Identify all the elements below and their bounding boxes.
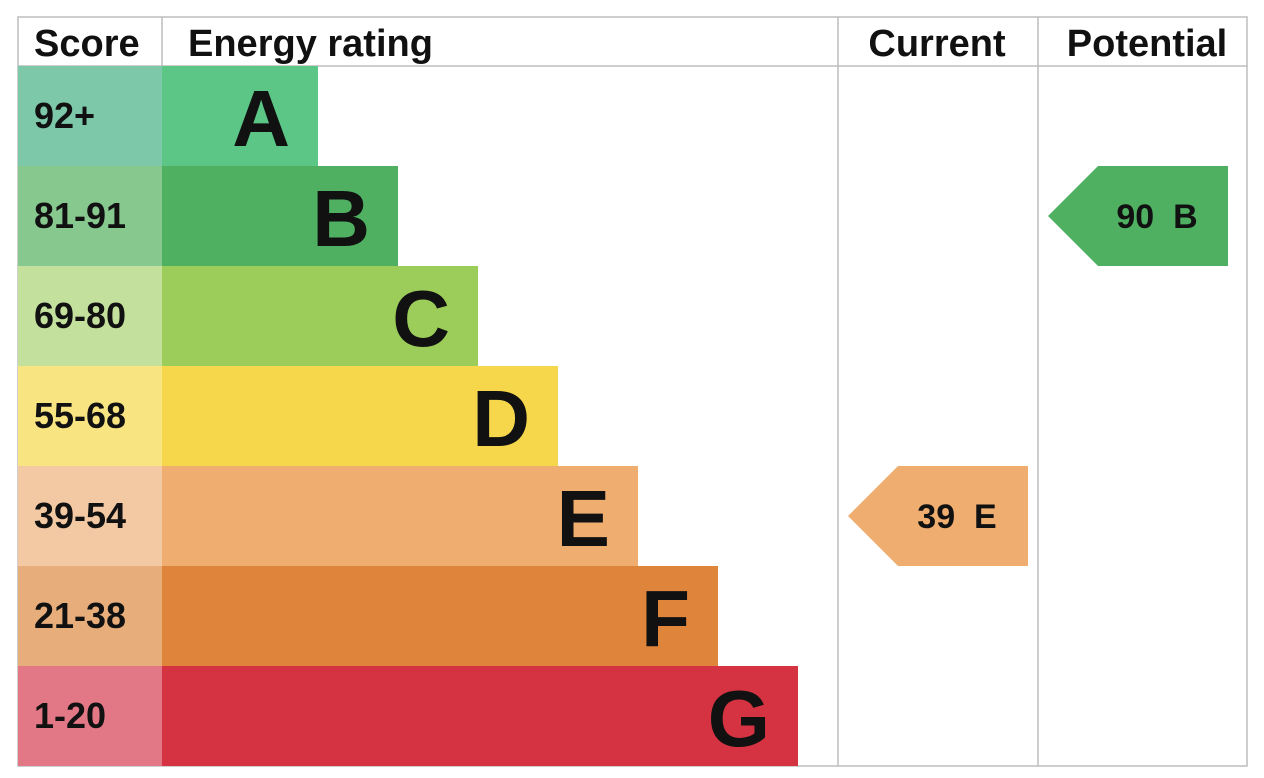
score-range-label: 55-68: [34, 395, 126, 436]
rating-bar-letter: D: [472, 374, 530, 463]
rating-bar-letter: C: [392, 274, 450, 363]
score-cell-d: [18, 366, 162, 466]
score-range-label: 69-80: [34, 295, 126, 336]
rating-bar-letter: G: [708, 674, 770, 763]
rating-bar-e: [162, 466, 638, 566]
score-cell-g: [18, 666, 162, 766]
header-energy-rating: Energy rating: [188, 23, 433, 65]
rating-bar-letter: F: [641, 574, 690, 663]
score-cell-e: [18, 466, 162, 566]
column-headers: Score Energy rating Current Potential: [34, 23, 1227, 65]
rating-bar-g: [162, 666, 798, 766]
rating-bar-letter: E: [557, 474, 610, 563]
potential-rating-label: 90 B: [1116, 198, 1197, 236]
rating-bar-d: [162, 366, 558, 466]
rating-bar-letter: A: [232, 74, 290, 163]
header-current: Current: [868, 23, 1006, 65]
score-range-label: 39-54: [34, 495, 126, 536]
header-score: Score: [34, 23, 140, 65]
rating-bar-a: [162, 66, 318, 166]
potential-arrow: [1048, 166, 1228, 266]
score-cell-b: [18, 166, 162, 266]
rating-arrows: 39 E 90 B: [848, 166, 1228, 566]
rating-bands: 92+ A 81-91 B 69-80 C 55-68 D 39-54 E 21-38 F 1-20 G: [18, 66, 798, 766]
current-arrow: [848, 466, 1028, 566]
current-rating-label: 39 E: [917, 498, 996, 536]
score-range-label: 21-38: [34, 595, 126, 636]
rating-bar-f: [162, 566, 718, 666]
score-cell-c: [18, 266, 162, 366]
score-range-label: 1-20: [34, 695, 106, 736]
rating-bar-b: [162, 166, 398, 266]
score-range-label: 81-91: [34, 195, 126, 236]
header-potential: Potential: [1067, 23, 1227, 65]
rating-bar-letter: B: [312, 174, 370, 263]
score-cell-f: [18, 566, 162, 666]
rating-bar-c: [162, 266, 478, 366]
score-range-label: 92+: [34, 95, 95, 136]
score-cell-a: [18, 66, 162, 166]
